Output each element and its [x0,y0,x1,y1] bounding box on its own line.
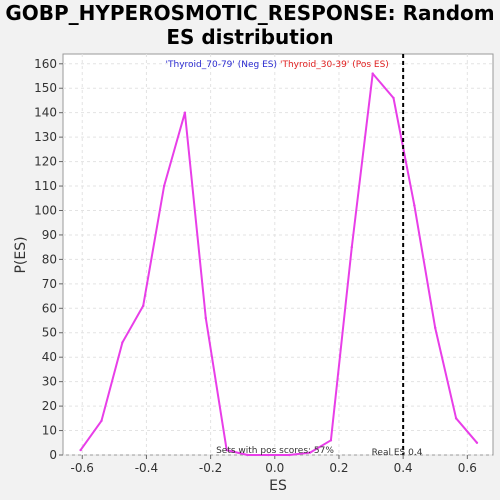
grid-lines [63,54,493,456]
y-tick-label: 40 [42,350,57,364]
data-point [475,441,479,444]
data-point [204,316,207,320]
data-point [142,304,145,308]
series-layer [79,72,479,457]
y-tick-label: 150 [34,81,57,95]
x-axis-ticks: -0.6 -0.4 -0.2 0.0 0.2 0.4 0.6 [71,455,477,475]
x-tick-label: -0.4 [135,461,158,475]
y-tick-label: 110 [34,179,57,193]
y-tick-label: 50 [42,326,57,340]
data-point [183,111,187,114]
data-point [225,448,228,452]
data-point [288,453,291,457]
data-point [246,453,249,457]
plot-area [62,53,494,456]
data-point [100,419,103,422]
y-tick-label: 20 [42,399,57,413]
y-tick-label: 140 [34,106,57,120]
y-tick-label: 120 [34,155,57,169]
data-point [162,184,166,188]
data-point [121,341,124,344]
pos-scores-annotation: Sets with pos scores: 57% [216,446,334,456]
data-point [454,417,458,420]
x-tick-label: 0.6 [458,461,477,475]
x-tick-label: -0.2 [199,461,222,475]
y-axis-ticks: 0 10 20 30 40 50 60 70 80 90 100 110 120 130 140 150 160 [34,57,63,462]
y-tick-label: 60 [42,301,57,315]
data-point [79,448,82,452]
y-tick-label: 30 [42,375,57,389]
data-point [371,72,374,75]
y-tick-label: 10 [42,424,57,438]
legend-neg-label: 'Thyroid_70-79' (Neg ES) [166,60,277,70]
data-point [392,96,395,100]
y-tick-label: 90 [42,228,57,242]
y-tick-label: 100 [34,203,57,217]
data-point [308,451,312,454]
y-tick-label: 70 [42,277,57,291]
es-distribution-line [79,72,478,456]
y-axis-label: P(ES) [13,236,29,273]
y-tick-label: 80 [42,252,57,266]
x-tick-label: 0.0 [265,461,284,475]
data-point [434,326,437,330]
y-tick-label: 0 [49,448,57,462]
x-tick-label: -0.6 [71,461,94,475]
x-tick-label: 0.2 [329,461,348,475]
data-point [329,439,333,442]
chart-title-line2: ES distribution [166,25,333,49]
data-point [267,453,270,457]
data-point [350,245,354,249]
data-point [413,204,416,207]
real-es-annotation: Real ES 0.4 [372,448,423,458]
legend-pos-label: 'Thyroid_30-39' (Pos ES) [280,60,389,70]
x-tick-label: 0.4 [394,461,413,475]
y-tick-label: 130 [34,130,57,144]
x-axis-label: ES [269,478,287,494]
y-tick-label: 160 [34,57,57,71]
chart-title-line1: GOBP_HYPEROSMOTIC_RESPONSE: Random [5,1,494,25]
